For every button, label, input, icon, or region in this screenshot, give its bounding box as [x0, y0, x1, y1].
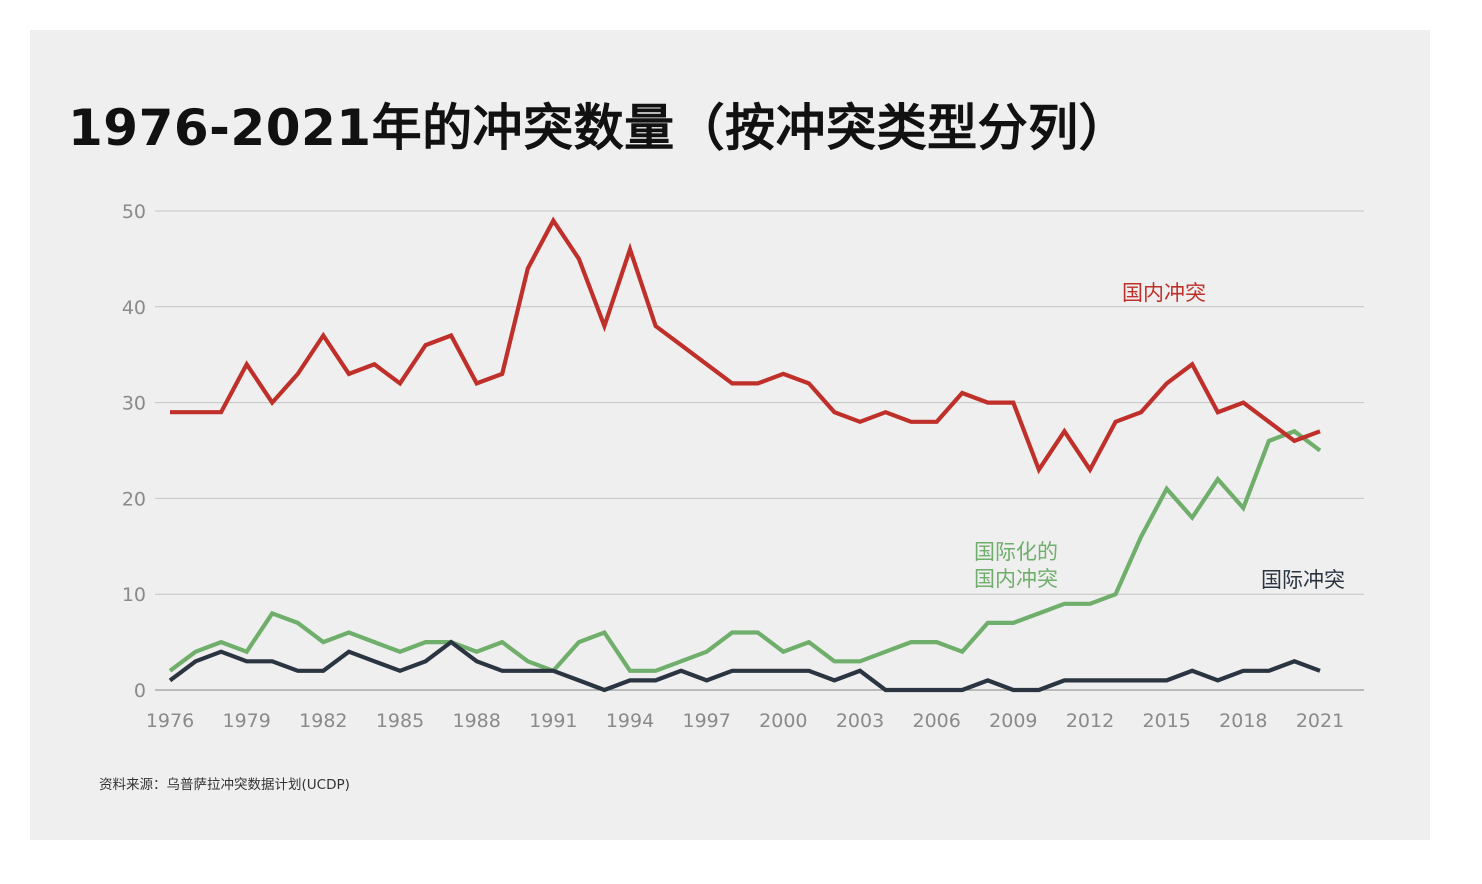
x-tick-label: 1976	[146, 710, 194, 732]
x-tick-label: 1982	[299, 710, 347, 732]
x-tick-label: 2000	[759, 710, 807, 732]
y-tick-label: 50	[122, 201, 146, 223]
series-line-intrastate	[170, 216, 1321, 475]
x-tick-label: 1991	[529, 710, 577, 732]
x-tick-label: 1979	[222, 710, 270, 732]
x-tick-label: 1985	[376, 710, 424, 732]
x-tick-label: 2018	[1219, 710, 1267, 732]
x-tick-label: 1994	[606, 710, 654, 732]
series-line-internationalized	[168, 428, 1322, 674]
chart-card	[30, 30, 1430, 840]
x-tick-label: 2015	[1142, 710, 1190, 732]
series-label-interstate: 国际冲突	[1261, 568, 1345, 592]
series-label-intrastate: 国内冲突	[1122, 281, 1206, 305]
series-label-internationalized-line1: 国际化的	[974, 540, 1058, 564]
y-tick-label: 20	[122, 488, 146, 510]
chart-title: 1976-2021年的冲突数量（按冲突类型分列）	[68, 99, 1130, 157]
series-line-interstate	[168, 639, 1321, 693]
x-tick-label: 1997	[682, 710, 730, 732]
y-tick-label: 30	[122, 393, 146, 415]
x-tick-label: 2009	[989, 710, 1037, 732]
x-tick-label: 2003	[836, 710, 884, 732]
y-tick-label: 0	[134, 680, 146, 702]
source-note: 资料来源：乌普萨拉冲突数据计划(UCDP)	[99, 777, 350, 793]
series-label-internationalized-line2: 国内冲突	[974, 567, 1058, 591]
x-tick-label: 2012	[1066, 710, 1114, 732]
y-tick-label: 10	[122, 584, 146, 606]
y-tick-label: 40	[122, 297, 146, 319]
x-tick-label: 1988	[452, 710, 500, 732]
x-tick-label: 2021	[1296, 710, 1344, 732]
x-tick-label: 2006	[912, 710, 960, 732]
